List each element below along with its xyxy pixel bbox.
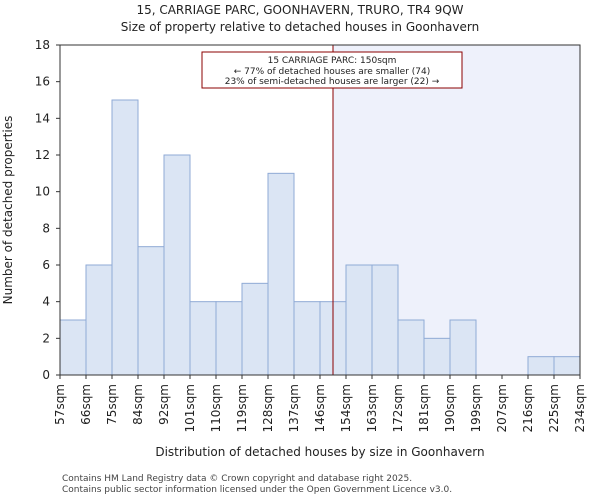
- bars-group: [59, 99, 581, 376]
- y-tick-label: 0: [42, 368, 50, 382]
- x-tick-label: 84sqm: [131, 384, 145, 425]
- x-tick-label: 92sqm: [157, 384, 171, 425]
- footer-copyright: Contains HM Land Registry data © Crown c…: [62, 474, 413, 484]
- bar-190sqm: [449, 319, 477, 376]
- footer-licence: Contains public sector information licen…: [62, 485, 453, 495]
- x-tick-label: 190sqm: [443, 384, 457, 432]
- annotation-line-3: 23% of semi-detached houses are larger (…: [225, 77, 440, 87]
- bar-128sqm: [267, 172, 295, 376]
- bar-154sqm: [345, 264, 373, 376]
- y-tick-label: 14: [35, 111, 50, 125]
- y-tick-label: 6: [42, 258, 50, 272]
- x-tick-label: 234sqm: [573, 384, 587, 432]
- chart-subtitle: Size of property relative to detached ho…: [120, 20, 480, 34]
- bar-101sqm: [189, 301, 217, 376]
- bar-92sqm: [163, 154, 191, 376]
- x-tick-label: 225sqm: [547, 384, 561, 432]
- x-tick-label: 128sqm: [261, 384, 275, 432]
- x-tick-label: 207sqm: [495, 384, 509, 432]
- x-tick-label: 146sqm: [313, 384, 327, 432]
- x-tick-label: 57sqm: [53, 384, 67, 425]
- y-tick-label: 16: [35, 75, 50, 89]
- x-tick-label: 119sqm: [235, 384, 249, 432]
- x-tick-label: 216sqm: [521, 384, 535, 432]
- x-tick-label: 75sqm: [105, 384, 119, 425]
- x-tick-label: 137sqm: [287, 384, 301, 432]
- bar-66sqm: [85, 264, 113, 376]
- y-tick-label: 10: [35, 185, 50, 199]
- bar-75sqm: [111, 99, 139, 376]
- bar-172sqm: [397, 319, 425, 376]
- x-tick-label: 172sqm: [391, 384, 405, 432]
- bar-216sqm: [527, 356, 555, 376]
- y-tick-label: 2: [42, 331, 50, 345]
- y-tick-label: 12: [35, 148, 50, 162]
- x-tick-label: 163sqm: [365, 384, 379, 432]
- x-axis-label: Distribution of detached houses by size …: [155, 445, 484, 459]
- annotation-line-1: 15 CARRIAGE PARC: 150sqm: [268, 56, 397, 66]
- bar-57sqm: [59, 319, 87, 376]
- bar-119sqm: [241, 282, 269, 376]
- axes-group: 0 2 4 6 8 10 12 14 16 18 57sqm 66sqm 75sqm 84sqm 92sqm…: [35, 38, 587, 432]
- annotation-box: 15 CARRIAGE PARC: 150sqm ← 77% of detach…: [201, 51, 463, 89]
- x-tick-label: 199sqm: [469, 384, 483, 432]
- y-tick-label: 4: [42, 295, 50, 309]
- x-tick-label: 154sqm: [339, 384, 353, 432]
- x-tick-label: 101sqm: [183, 384, 197, 432]
- x-tick-label: 66sqm: [79, 384, 93, 425]
- x-tick-label: 181sqm: [417, 384, 431, 432]
- x-tick-label: 110sqm: [209, 384, 223, 432]
- bar-110sqm: [215, 301, 243, 376]
- annotation-frame: [201, 51, 463, 89]
- bar-181sqm: [423, 337, 451, 376]
- y-tick-label: 18: [35, 38, 50, 52]
- bar-225sqm: [553, 356, 581, 376]
- bar-84sqm: [137, 246, 165, 376]
- bar-163sqm: [371, 264, 399, 376]
- bar-137sqm: [293, 301, 321, 376]
- annotation-line-2: ← 77% of detached houses are smaller (74…: [234, 67, 431, 77]
- chart-title: 15, CARRIAGE PARC, GOONHAVERN, TRURO, TR…: [136, 3, 464, 17]
- y-tick-label: 8: [42, 221, 50, 235]
- y-axis-label: Number of detached properties: [1, 116, 15, 305]
